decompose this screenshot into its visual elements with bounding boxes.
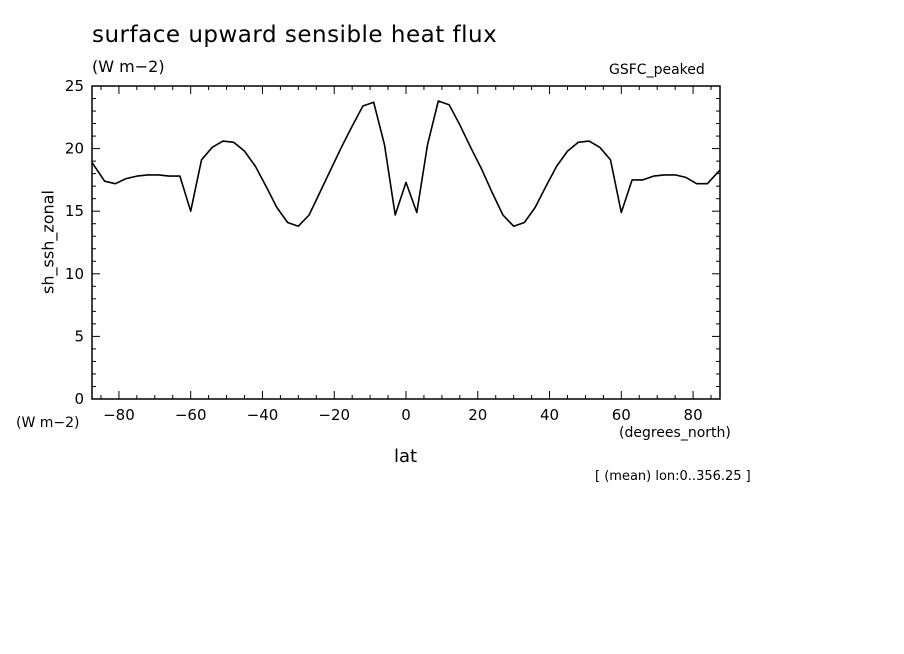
x-axis-label: lat — [394, 446, 418, 467]
footnote: [ (mean) lon:0..356.25 ] — [595, 469, 751, 484]
x-tick-label: −60 — [175, 406, 207, 424]
y-tick-label: 25 — [65, 77, 84, 95]
y-tick-label: 0 — [74, 390, 84, 408]
y-tick-label: 10 — [65, 265, 84, 283]
x-tick-label: −20 — [318, 406, 350, 424]
x-tick-label: 0 — [401, 406, 411, 424]
chart-title: surface upward sensible heat flux — [92, 22, 498, 48]
x-tick-label: −80 — [103, 406, 135, 424]
x-tick-label: 60 — [612, 406, 631, 424]
dataset-label: GSFC_peaked — [609, 62, 705, 78]
y-tick-label: 15 — [65, 202, 84, 220]
x-tick-label: 80 — [684, 406, 703, 424]
tick-marks — [92, 85, 720, 400]
series-line — [91, 100, 721, 227]
plot-frame — [91, 85, 721, 400]
x-tick-label: 20 — [468, 406, 487, 424]
y-tick-label: 5 — [74, 327, 84, 345]
x-tick-label: −40 — [247, 406, 279, 424]
tick-labels: −80 −60 −40 −20 0 20 40 60 80 0 5 10 15 20 25 — [65, 77, 703, 424]
units-label-left: (W m−2) — [16, 415, 80, 431]
y-axis-label: sh_ssh_zonal — [38, 190, 58, 294]
series-layer — [91, 100, 721, 227]
units-label-top: (W m−2) — [92, 57, 165, 76]
x-tick-label: 40 — [540, 406, 559, 424]
y-tick-label: 20 — [65, 140, 84, 158]
x-axis-units-label: (degrees_north) — [619, 425, 731, 441]
